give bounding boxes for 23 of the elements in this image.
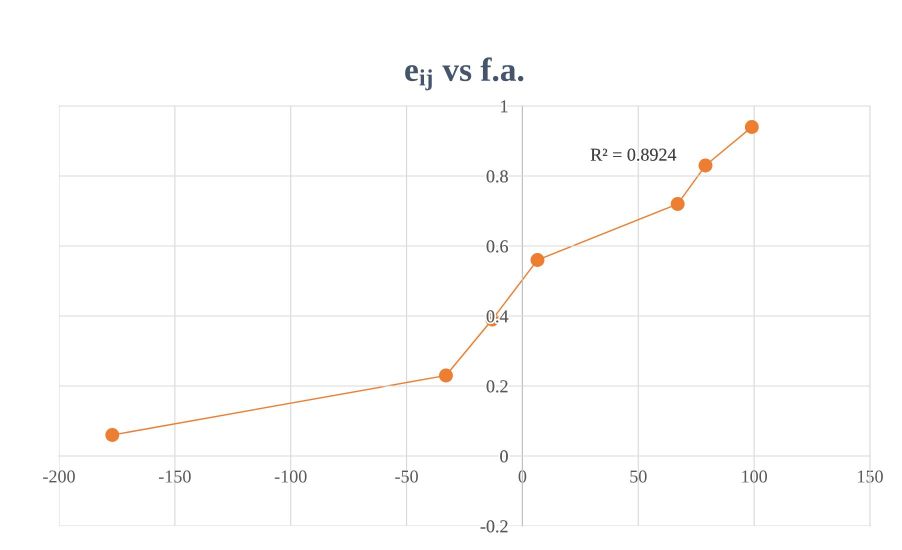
x-tick-label: -150	[158, 470, 191, 483]
y-tick-label: 0	[500, 450, 508, 462]
x-tick-label: 100	[742, 470, 767, 483]
point	[439, 368, 453, 382]
point	[744, 120, 759, 134]
x-tick-label: -200	[43, 470, 75, 483]
x-tick-label: 0	[518, 470, 526, 483]
y-tick-label: 1	[501, 100, 508, 112]
x-tick-label: 50	[630, 470, 647, 483]
x-tick-label: -100	[274, 470, 307, 483]
y-tick-label: 0.8	[486, 170, 508, 183]
point	[530, 253, 544, 267]
x-tick-label: 150	[858, 470, 883, 483]
x-tick-label: -50	[395, 470, 418, 483]
point	[105, 428, 120, 442]
point	[670, 197, 685, 211]
y-tick-label: 0.6	[486, 240, 508, 253]
annotation: R² = 0.8924	[590, 148, 676, 161]
chart-title: e$_{ij}$ vs f.a.	[405, 57, 524, 90]
y-tick-label: 0.2	[486, 380, 508, 393]
y-tick-label: -0.2	[480, 520, 508, 533]
point	[698, 158, 712, 172]
y-tick-label: 0.4	[486, 310, 508, 323]
